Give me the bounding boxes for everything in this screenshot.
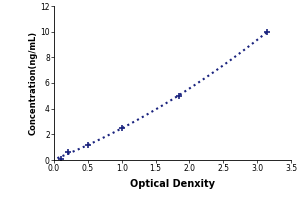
Y-axis label: Concentration(ng/mL): Concentration(ng/mL)	[28, 31, 38, 135]
X-axis label: Optical Denxity: Optical Denxity	[130, 179, 215, 189]
